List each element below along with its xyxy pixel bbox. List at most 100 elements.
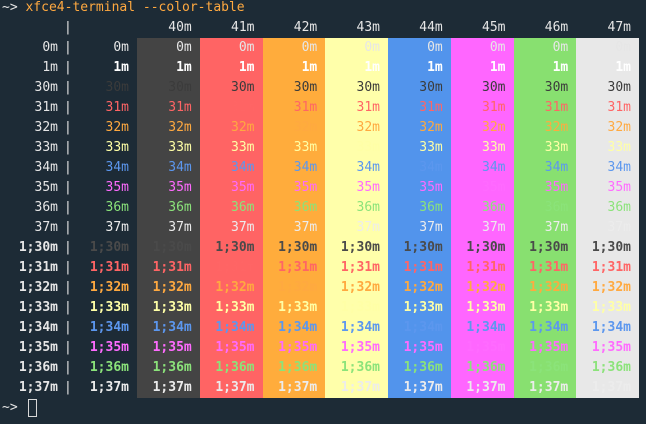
color-cell: 1;33m xyxy=(199,298,263,318)
color-cell: 35m xyxy=(388,178,451,198)
color-cell: 1;36m xyxy=(262,358,326,378)
color-cell: 1;37m xyxy=(89,380,129,395)
color-cell: 0m xyxy=(513,38,577,58)
row-label: 1;35m xyxy=(18,340,58,355)
color-cell: 34m xyxy=(199,158,263,178)
column-header: 45m xyxy=(482,20,506,35)
color-cell: 1;35m xyxy=(262,338,326,358)
separator: | xyxy=(64,300,72,315)
color-cell: 1;33m xyxy=(388,298,451,318)
color-cell: 30m xyxy=(450,78,514,98)
color-cell: 32m xyxy=(105,120,129,135)
cursor xyxy=(28,399,37,417)
color-cell: 31m xyxy=(105,100,129,115)
prompt-line: ~> xfce4-terminal --color-table xyxy=(2,0,245,18)
color-cell: 37m xyxy=(388,218,451,238)
color-cell: 32m xyxy=(137,118,200,138)
color-cell: 1;32m xyxy=(262,278,326,298)
color-cell: 1m xyxy=(199,58,263,78)
color-cell: 34m xyxy=(388,158,451,178)
color-cell: 33m xyxy=(325,138,388,158)
color-cell: 1;33m xyxy=(137,298,200,318)
row-label: 1;32m xyxy=(18,280,58,295)
color-cell: 32m xyxy=(450,118,514,138)
color-cell: 1;35m xyxy=(513,338,577,358)
color-cell: 1;36m xyxy=(137,358,200,378)
color-cell: 37m xyxy=(450,218,514,238)
color-cell: 1;33m xyxy=(325,298,388,318)
prompt-line: ~> xyxy=(2,398,18,418)
separator: | xyxy=(64,120,72,135)
color-cell: 1;34m xyxy=(262,318,326,338)
color-cell: 1;33m xyxy=(262,298,326,318)
separator: | xyxy=(64,100,72,115)
color-cell: 1;37m xyxy=(513,378,577,398)
color-cell: 1;36m xyxy=(450,358,514,378)
color-cell: 1;35m xyxy=(388,338,451,358)
color-cell: 34m xyxy=(450,158,514,178)
color-cell: 1;32m xyxy=(137,278,200,298)
color-cell: 1;37m xyxy=(199,378,263,398)
separator: | xyxy=(64,260,72,275)
color-cell: 34m xyxy=(513,158,577,178)
color-cell: 0m xyxy=(325,38,388,58)
color-cell: 1;31m xyxy=(576,258,639,278)
color-cell: 32m xyxy=(262,118,326,138)
separator: | xyxy=(64,320,72,335)
color-cell: 35m xyxy=(576,178,639,198)
color-cell: 1;30m xyxy=(137,238,200,258)
color-cell: 1;36m xyxy=(89,360,129,375)
color-cell: 1;37m xyxy=(325,378,388,398)
separator: | xyxy=(64,80,72,95)
row-label: 34m xyxy=(34,160,58,175)
color-cell: 36m xyxy=(513,198,577,218)
color-cell: 1;33m xyxy=(576,298,639,318)
color-cell: 33m xyxy=(450,138,514,158)
color-cell: 1;30m xyxy=(262,238,326,258)
column-header: 44m xyxy=(419,20,443,35)
color-cell: 1;32m xyxy=(325,278,388,298)
color-cell: 1;35m xyxy=(450,338,514,358)
color-cell: 1;33m xyxy=(450,298,514,318)
column-header: 46m xyxy=(544,20,569,35)
row-label: 0m xyxy=(42,40,58,55)
color-cell: 33m xyxy=(388,138,451,158)
color-cell: 1;37m xyxy=(388,378,451,398)
color-cell: 32m xyxy=(325,118,388,138)
color-cell: 1;32m xyxy=(388,278,451,298)
color-cell: 33m xyxy=(137,138,200,158)
color-cell: 36m xyxy=(450,198,514,218)
row-label: 35m xyxy=(34,180,58,195)
color-cell: 0m xyxy=(450,38,514,58)
row-label: 1;31m xyxy=(18,260,58,275)
row-label: 32m xyxy=(34,120,58,135)
color-cell: 1;37m xyxy=(262,378,326,398)
color-cell: 32m xyxy=(388,118,451,138)
color-cell: 1;36m xyxy=(199,358,263,378)
color-cell: 35m xyxy=(262,178,326,198)
color-cell: 35m xyxy=(137,178,200,198)
color-cell: 1;31m xyxy=(199,258,263,278)
color-cell: 33m xyxy=(105,140,129,155)
color-cell: 1;34m xyxy=(576,318,639,338)
color-cell: 37m xyxy=(262,218,326,238)
color-cell: 1;36m xyxy=(513,358,577,378)
color-cell: 31m xyxy=(450,98,514,118)
column-header: 43m xyxy=(356,20,380,35)
separator: | xyxy=(64,20,72,35)
color-cell: 1;31m xyxy=(325,258,388,278)
color-cell: 1;31m xyxy=(450,258,514,278)
color-cell: 33m xyxy=(513,138,577,158)
row-label: 1;33m xyxy=(18,300,58,315)
color-cell: 0m xyxy=(199,38,263,58)
color-cell: 1;35m xyxy=(199,338,263,358)
color-cell: 0m xyxy=(137,38,200,58)
color-cell: 1;35m xyxy=(89,340,129,355)
color-cell: 1m xyxy=(262,58,326,78)
color-cell: 1;35m xyxy=(576,338,639,358)
color-cell: 35m xyxy=(105,180,129,195)
color-cell: 37m xyxy=(199,218,263,238)
color-cell: 1;31m xyxy=(513,258,577,278)
